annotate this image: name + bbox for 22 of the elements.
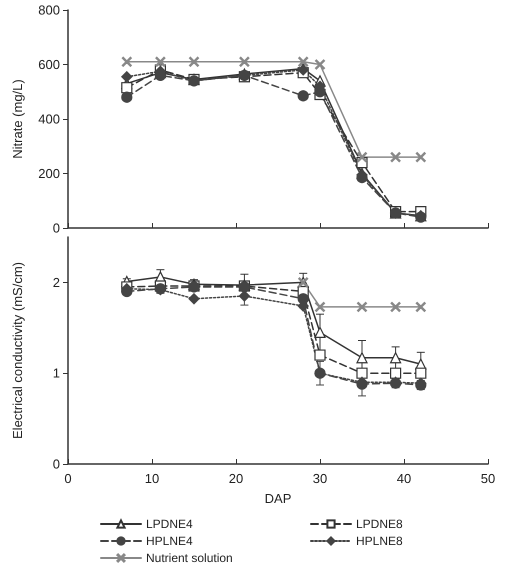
y-tick-label: 200 bbox=[38, 166, 60, 181]
legend-label: LPDNE4 bbox=[146, 517, 194, 531]
x-axis-title: DAP bbox=[264, 491, 292, 506]
legend-label: HPLNE4 bbox=[146, 534, 194, 548]
x-tick-label: 40 bbox=[396, 471, 412, 486]
y-tick-label: 800 bbox=[38, 2, 60, 18]
y-tick-label: 0 bbox=[52, 456, 60, 472]
legend-label: LPDNE8 bbox=[356, 517, 404, 531]
x-tick-label: 20 bbox=[228, 471, 244, 486]
x-tick-label: 30 bbox=[312, 471, 328, 486]
y-tick-label: 2 bbox=[52, 274, 60, 290]
x-tick-label: 0 bbox=[64, 471, 72, 486]
legend-label: Nutrient solution bbox=[146, 551, 233, 565]
y-axis-title: Electrical conductivity (mS/cm) bbox=[10, 262, 25, 439]
x-tick-label: 10 bbox=[144, 471, 160, 486]
y-axis-title: Nitrate (mg/L) bbox=[10, 79, 25, 159]
legend-label: HPLNE8 bbox=[356, 534, 404, 548]
x-tick-label: 50 bbox=[480, 471, 496, 486]
y-tick-label: 400 bbox=[38, 112, 60, 126]
y-tick-label: 0 bbox=[52, 220, 60, 236]
y-tick-label: 1 bbox=[52, 366, 60, 381]
y-tick-label: 600 bbox=[38, 57, 60, 72]
